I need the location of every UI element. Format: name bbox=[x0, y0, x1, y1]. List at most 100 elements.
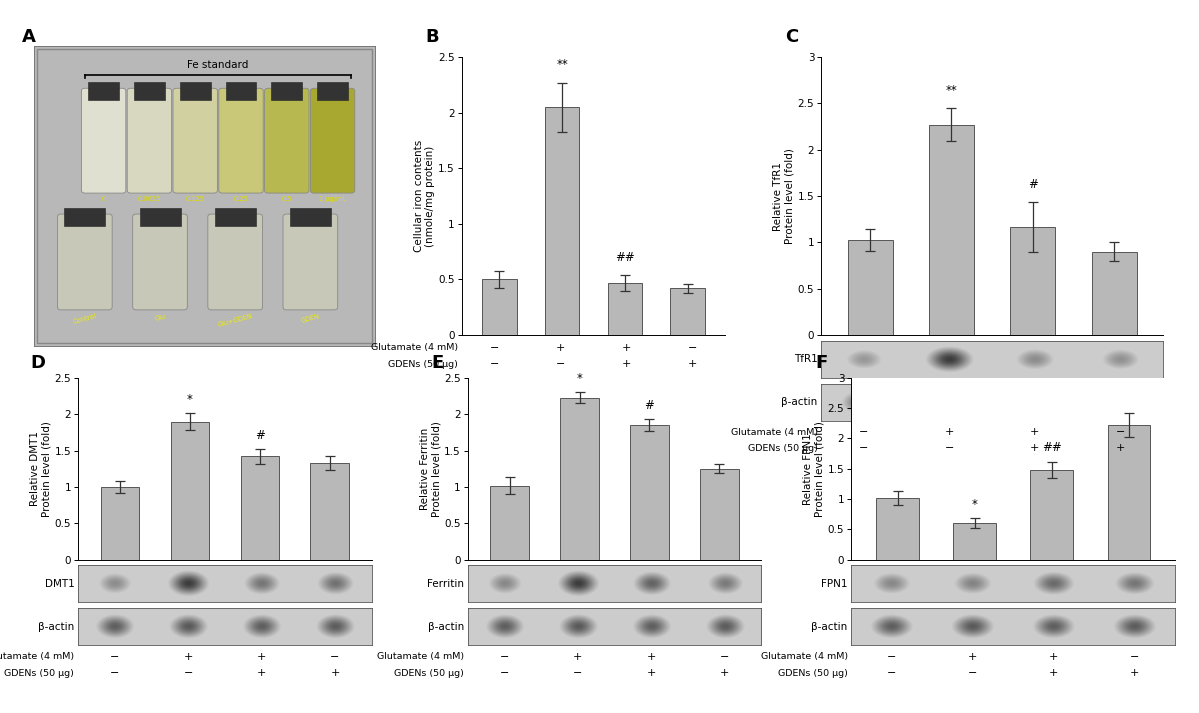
Text: −: − bbox=[887, 668, 897, 678]
Bar bbox=[225, 82, 257, 101]
Text: Fe standard: Fe standard bbox=[187, 61, 248, 71]
Y-axis label: Cellular iron contents
(nmole/mg protein): Cellular iron contents (nmole/mg protein… bbox=[414, 140, 435, 252]
Text: −: − bbox=[500, 668, 510, 678]
Text: β-actin: β-actin bbox=[38, 622, 74, 632]
Bar bbox=[170, 421, 209, 560]
FancyBboxPatch shape bbox=[283, 214, 338, 310]
Text: +: + bbox=[1030, 443, 1040, 453]
Text: −: − bbox=[1115, 427, 1125, 437]
Text: E: E bbox=[432, 354, 444, 372]
Bar bbox=[215, 208, 255, 226]
Text: *: * bbox=[577, 372, 583, 385]
Bar bbox=[953, 523, 996, 560]
Text: +: + bbox=[719, 668, 729, 678]
Text: +: + bbox=[622, 359, 631, 369]
Text: β-actin: β-actin bbox=[782, 397, 818, 407]
Text: D: D bbox=[30, 354, 46, 372]
Text: +: + bbox=[1049, 652, 1059, 662]
FancyBboxPatch shape bbox=[265, 88, 309, 193]
Text: +: + bbox=[1049, 668, 1059, 678]
FancyBboxPatch shape bbox=[127, 88, 171, 193]
Text: −: − bbox=[490, 359, 499, 369]
Text: −: − bbox=[110, 668, 120, 678]
Text: Control: Control bbox=[72, 313, 97, 325]
Text: DMT1: DMT1 bbox=[44, 579, 74, 589]
Bar bbox=[318, 82, 348, 101]
Bar bbox=[1011, 227, 1055, 335]
Text: −: − bbox=[887, 652, 897, 662]
Bar bbox=[271, 82, 302, 101]
Text: GDENs (50 μg): GDENs (50 μg) bbox=[394, 669, 464, 677]
Text: β-actin: β-actin bbox=[428, 622, 464, 632]
Text: ##: ## bbox=[615, 251, 634, 264]
FancyBboxPatch shape bbox=[173, 88, 217, 193]
Text: Glutamate (4 mM): Glutamate (4 mM) bbox=[760, 652, 848, 661]
Y-axis label: Relative FPN1
Protein level (fold): Relative FPN1 Protein level (fold) bbox=[803, 421, 825, 517]
Bar bbox=[180, 82, 211, 101]
Text: −: − bbox=[719, 652, 729, 662]
Text: +: + bbox=[622, 343, 631, 353]
Text: +: + bbox=[183, 652, 193, 662]
Bar bbox=[544, 107, 579, 335]
Text: GDENs (50 μg): GDENs (50 μg) bbox=[748, 444, 818, 453]
Text: #: # bbox=[1028, 178, 1038, 190]
Bar bbox=[1030, 470, 1073, 560]
Text: +: + bbox=[945, 427, 954, 437]
Text: −: − bbox=[183, 668, 193, 678]
Text: ##: ## bbox=[1042, 441, 1061, 454]
Bar bbox=[134, 82, 164, 101]
Text: +: + bbox=[257, 668, 266, 678]
Text: **: ** bbox=[946, 84, 957, 97]
Text: F: F bbox=[815, 354, 827, 372]
Text: +: + bbox=[573, 652, 583, 662]
Bar bbox=[65, 208, 106, 226]
Text: TfR1: TfR1 bbox=[794, 354, 818, 364]
Text: GDENs (50 μg): GDENs (50 μg) bbox=[5, 669, 74, 677]
Text: −: − bbox=[968, 668, 977, 678]
Bar bbox=[848, 240, 892, 335]
Text: GDENs (50 μg): GDENs (50 μg) bbox=[388, 360, 458, 369]
Text: −: − bbox=[1129, 652, 1139, 662]
Text: −: − bbox=[500, 652, 510, 662]
FancyBboxPatch shape bbox=[311, 88, 355, 193]
Text: +: + bbox=[257, 652, 266, 662]
Text: −: − bbox=[688, 343, 697, 353]
Text: −: − bbox=[330, 652, 339, 662]
Text: 1 μg/mL: 1 μg/mL bbox=[319, 196, 347, 202]
Text: *: * bbox=[971, 498, 977, 511]
Bar bbox=[290, 208, 331, 226]
Text: 0: 0 bbox=[102, 196, 106, 202]
Text: +: + bbox=[1030, 427, 1040, 437]
Text: +: + bbox=[646, 668, 656, 678]
Text: +: + bbox=[968, 652, 977, 662]
Text: *: * bbox=[187, 393, 193, 406]
Bar bbox=[700, 469, 739, 560]
Bar bbox=[929, 125, 974, 335]
Text: −: − bbox=[556, 359, 565, 369]
Text: −: − bbox=[860, 443, 869, 453]
Text: +: + bbox=[330, 668, 339, 678]
FancyBboxPatch shape bbox=[58, 214, 113, 310]
FancyBboxPatch shape bbox=[82, 88, 126, 193]
Text: Glutamate (4 mM): Glutamate (4 mM) bbox=[730, 428, 818, 436]
Bar bbox=[1092, 252, 1137, 335]
Bar bbox=[482, 279, 517, 335]
Text: C: C bbox=[785, 29, 799, 46]
Text: Glutamate (4 mM): Glutamate (4 mM) bbox=[370, 344, 458, 352]
Text: #: # bbox=[255, 429, 265, 442]
Text: 0.0625: 0.0625 bbox=[138, 196, 161, 202]
Y-axis label: Relative DMT1
Protein level (fold): Relative DMT1 Protein level (fold) bbox=[30, 421, 52, 517]
Bar bbox=[101, 487, 139, 560]
FancyBboxPatch shape bbox=[218, 88, 264, 193]
Text: A: A bbox=[22, 29, 36, 46]
Bar bbox=[241, 456, 279, 560]
Text: 0.25: 0.25 bbox=[234, 196, 248, 202]
Text: **: ** bbox=[556, 58, 568, 71]
Text: +: + bbox=[1115, 443, 1125, 453]
Text: Glu: Glu bbox=[153, 313, 167, 322]
Y-axis label: Relative Ferritin
Protein level (fold): Relative Ferritin Protein level (fold) bbox=[420, 421, 441, 517]
Text: Glutamate (4 mM): Glutamate (4 mM) bbox=[0, 652, 74, 661]
Text: #: # bbox=[645, 399, 655, 412]
Bar bbox=[89, 82, 119, 101]
Text: GDEN: GDEN bbox=[300, 313, 320, 324]
